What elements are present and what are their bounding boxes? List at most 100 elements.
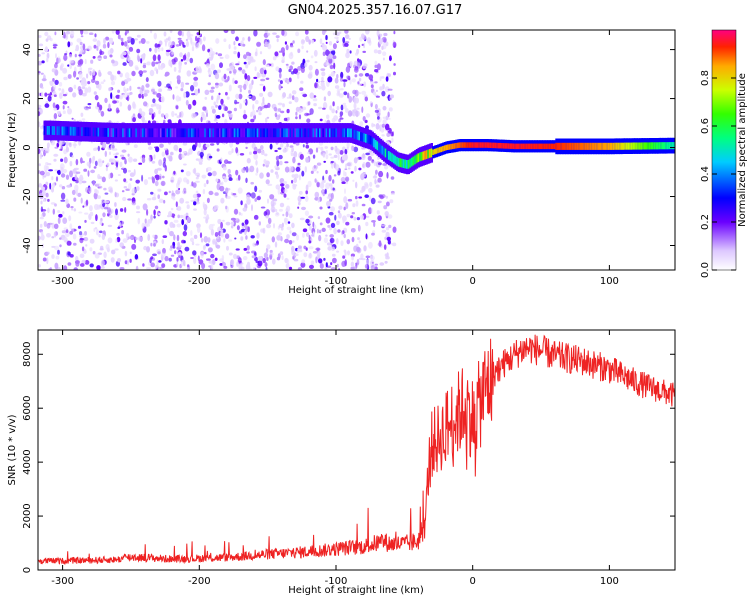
spectrogram-noise-cell xyxy=(210,105,215,110)
spectrogram-noise-cell xyxy=(119,161,123,168)
spectrogram-noise-cell xyxy=(322,44,328,51)
spectrogram-signal-core xyxy=(387,151,391,160)
spectrogram-noise-cell xyxy=(344,171,347,177)
spectrogram-noise-cell xyxy=(240,200,243,206)
spectrogram-noise-cell xyxy=(351,212,355,215)
spectrogram-noise-cell xyxy=(136,48,141,54)
spectrogram-noise-cell xyxy=(343,170,345,177)
spectrogram-noise-cell xyxy=(90,221,95,225)
spectrogram-noise-cell xyxy=(106,247,110,253)
spectrogram-noise-cell xyxy=(73,242,77,246)
spectrogram-signal-core xyxy=(345,128,348,138)
spectrogram-noise-cell xyxy=(251,109,256,117)
spectrogram-noise-cell xyxy=(248,89,251,94)
spectrogram-noise-cell xyxy=(158,260,162,263)
spectrogram-noise-cell xyxy=(195,180,200,183)
spectrogram-noise-cell xyxy=(259,83,264,86)
spectrogram-noise-cell xyxy=(331,246,335,252)
spectrogram-noise-cell xyxy=(226,245,229,251)
spectrogram-noise-cell xyxy=(363,81,367,88)
spectrogram-noise-cell xyxy=(196,193,202,198)
spectrogram-signal-core xyxy=(135,128,138,138)
spectrogram-signal-core xyxy=(351,129,355,138)
spectrogram-signal-core xyxy=(189,128,192,138)
spectrogram-noise-cell xyxy=(387,111,390,118)
spectrogram-signal-core xyxy=(355,130,358,140)
y-tick-label: 0 xyxy=(22,567,33,573)
spectrogram-noise-cell xyxy=(379,76,382,82)
spectrogram-noise-cell xyxy=(65,229,69,234)
spectrogram-noise-cell xyxy=(258,189,263,193)
spectrogram-noise-cell xyxy=(323,160,327,163)
spectrogram-noise-cell xyxy=(222,262,226,267)
spectrogram-noise-cell xyxy=(76,77,79,80)
spectrogram-signal-core xyxy=(299,128,302,138)
spectrogram-noise-cell xyxy=(383,244,387,250)
spectrogram-noise-cell xyxy=(316,228,319,234)
spectrogram-noise-cell xyxy=(265,77,270,81)
spectrogram-noise-cell xyxy=(325,49,330,56)
spectrogram-signal-core xyxy=(209,128,212,138)
spectrogram-noise-cell xyxy=(177,177,183,183)
spectrogram-noise-cell xyxy=(381,90,386,97)
spectrogram-noise-cell xyxy=(58,139,63,146)
spectrogram-signal-core xyxy=(491,142,494,149)
spectrogram-noise-cell xyxy=(346,162,351,167)
spectrogram-noise-cell xyxy=(85,244,88,247)
spectrogram-noise-cell xyxy=(333,227,337,235)
spectrogram-noise-cell xyxy=(55,255,60,260)
spectrogram-noise-cell xyxy=(103,251,107,259)
spectrogram-signal-core xyxy=(343,128,347,138)
spectrogram-noise-cell xyxy=(282,92,286,98)
spectrogram-noise-cell xyxy=(73,70,77,78)
spectrogram-noise-cell xyxy=(38,60,42,66)
spectrogram-noise-cell xyxy=(149,30,153,34)
spectrogram-noise-cell xyxy=(52,78,55,82)
spectrogram-noise-cell xyxy=(82,205,85,208)
spectrogram-noise-cell xyxy=(46,142,50,149)
spectrogram-signal-core xyxy=(407,159,410,169)
spectrogram-noise-cell xyxy=(298,174,301,181)
spectrogram-noise-cell xyxy=(105,167,108,172)
spectrogram-signal-core xyxy=(340,128,343,138)
spectrogram-noise-cell xyxy=(238,93,243,100)
spectrogram-noise-cell xyxy=(117,258,121,263)
spectrogram-noise-cell xyxy=(281,30,285,36)
spectrogram-signal-core xyxy=(238,128,242,138)
spectrogram-noise-cell xyxy=(172,94,175,100)
spectrogram-noise-cell xyxy=(93,147,98,151)
spectrogram-noise-cell xyxy=(221,176,226,179)
spectrogram-signal-core xyxy=(253,128,256,138)
spectrogram-noise-cell xyxy=(259,172,264,179)
spectrogram-signal-core xyxy=(219,128,222,138)
spectrogram-noise-cell xyxy=(276,256,281,261)
spectrogram-signal-core xyxy=(506,143,509,149)
spectrogram-noise-cell xyxy=(234,101,240,104)
spectrogram-noise-cell xyxy=(159,266,163,270)
spectrogram-signal-core xyxy=(671,142,675,150)
spectrogram-noise-cell xyxy=(151,196,157,201)
spectrogram-noise-cell xyxy=(213,119,218,122)
spectrogram-signal-core xyxy=(200,128,204,138)
spectrogram-noise-cell xyxy=(269,249,273,254)
spectrogram-noise-cell xyxy=(39,152,43,160)
spectrogram-noise-cell xyxy=(127,104,132,111)
spectrogram-noise-cell xyxy=(146,267,152,270)
spectrogram-noise-cell xyxy=(87,170,90,177)
spectrogram-noise-cell xyxy=(363,42,366,49)
spectrogram-noise-cell xyxy=(251,204,253,212)
spectrogram-noise-cell xyxy=(204,96,208,100)
spectrogram-noise-cell xyxy=(190,257,195,259)
spectrogram-noise-cell xyxy=(186,152,190,156)
spectrogram-noise-cell xyxy=(215,82,219,86)
spectrogram-signal-core xyxy=(286,128,289,138)
spectrogram-noise-cell xyxy=(52,90,56,94)
spectrogram-noise-cell xyxy=(341,231,344,236)
spectrogram-signal-core xyxy=(217,128,220,138)
spectrogram-noise-cell xyxy=(199,151,204,158)
spectrogram-noise-cell xyxy=(158,109,161,115)
spectrogram-noise-cell xyxy=(61,88,65,95)
spectrogram-noise-cell xyxy=(75,189,78,196)
spectrogram-noise-cell xyxy=(363,245,367,252)
spectrogram-noise-cell xyxy=(218,182,223,185)
